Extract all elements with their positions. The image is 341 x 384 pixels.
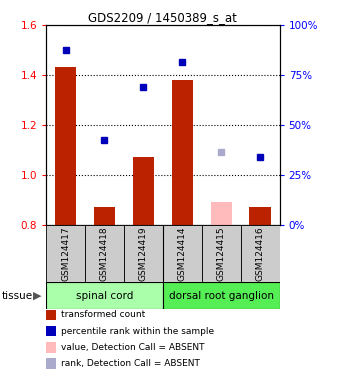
Bar: [55, 68, 76, 225]
Bar: [163, 282, 280, 309]
Text: tissue: tissue: [2, 291, 33, 301]
Text: rank, Detection Call = ABSENT: rank, Detection Call = ABSENT: [61, 359, 199, 368]
Text: GSM124418: GSM124418: [100, 226, 109, 281]
Text: dorsal root ganglion: dorsal root ganglion: [169, 291, 274, 301]
Bar: [163, 225, 202, 282]
Text: GSM124419: GSM124419: [139, 226, 148, 281]
Text: spinal cord: spinal cord: [76, 291, 133, 301]
Bar: [210, 202, 232, 225]
Text: value, Detection Call = ABSENT: value, Detection Call = ABSENT: [61, 343, 204, 352]
Bar: [133, 157, 154, 225]
Bar: [202, 225, 241, 282]
Text: GSM124416: GSM124416: [256, 226, 265, 281]
Bar: [94, 207, 115, 225]
Title: GDS2209 / 1450389_s_at: GDS2209 / 1450389_s_at: [88, 11, 237, 24]
Text: GSM124417: GSM124417: [61, 226, 70, 281]
Bar: [46, 225, 85, 282]
Text: ▶: ▶: [33, 291, 41, 301]
Text: GSM124415: GSM124415: [217, 226, 226, 281]
Bar: [250, 207, 271, 225]
Bar: [124, 225, 163, 282]
Bar: [46, 282, 163, 309]
Bar: [172, 80, 193, 225]
Bar: [241, 225, 280, 282]
Text: GSM124414: GSM124414: [178, 226, 187, 281]
Bar: [85, 225, 124, 282]
Text: percentile rank within the sample: percentile rank within the sample: [61, 326, 214, 336]
Text: transformed count: transformed count: [61, 310, 145, 319]
